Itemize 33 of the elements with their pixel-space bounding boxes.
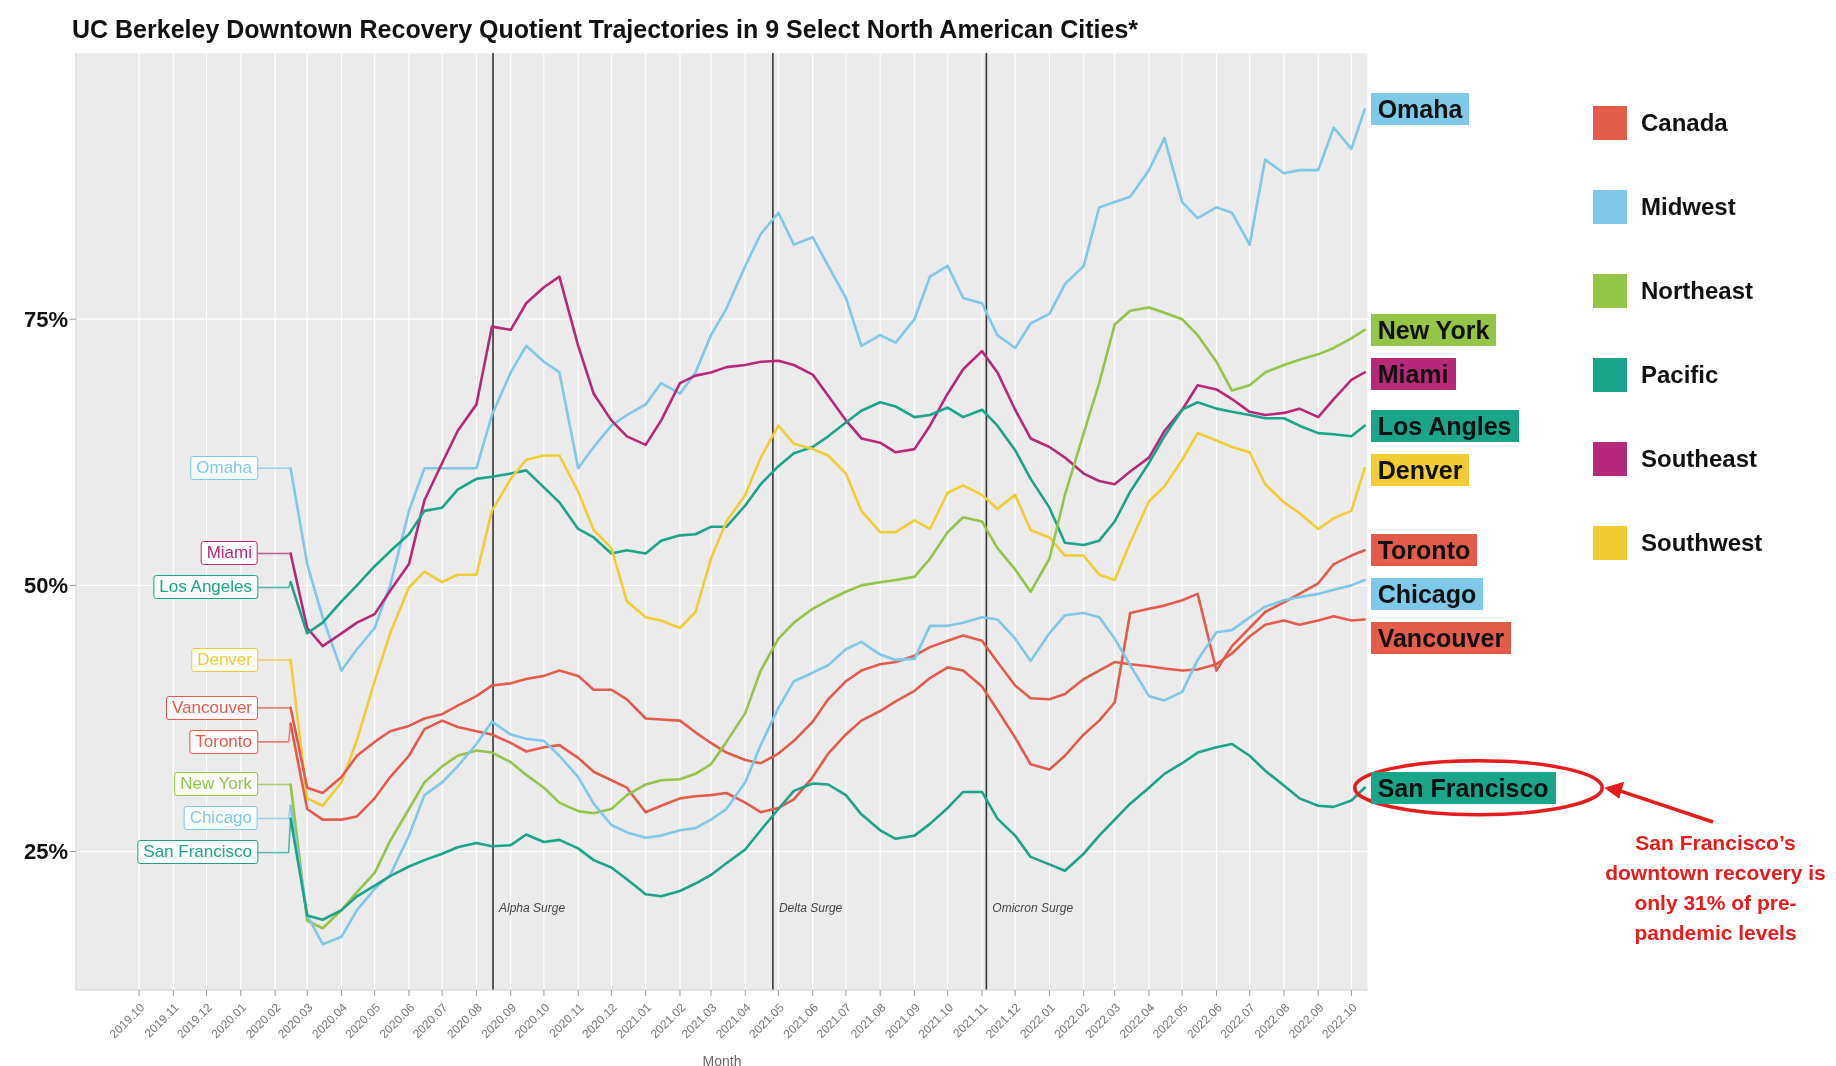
legend-label: Southwest [1641,529,1763,556]
annotation: Miami [1370,357,1456,390]
legend-label: Pacific [1641,361,1719,388]
annotation: Chicago [183,806,258,831]
annotation: Toronto [189,729,258,754]
chart-title: UC Berkeley Downtown Recovery Quotient Trajectories in 9 Select North American Cities* [72,15,1139,43]
y-tick-label: 75% [23,307,68,332]
annotation: Toronto [1370,534,1478,567]
y-tick-label: 50% [23,573,68,599]
annotation: Los Angeles [153,575,258,600]
legend-label: Canada [1641,109,1729,136]
ref-line-label: Omicron Surge [992,901,1074,915]
annotation: Los Angles [1370,409,1519,442]
ref-line-label: Delta Surge [778,901,843,915]
ref-line-label: Alpha Surge [498,901,566,915]
text: San Francisco’s downtown recovery is only 31% of pre-pandemic levels [1604,830,1827,946]
annotation: Omaha [1370,93,1470,126]
annotation: Chicago [1370,578,1484,611]
annotation: San Francisco [137,840,258,865]
annotation: Omaha [190,456,258,481]
annotation: New York [174,772,258,797]
legend-label: Southeast [1641,445,1758,472]
annotation: Denver [1370,453,1470,486]
x-axis-title: Month [702,1053,742,1066]
y-tick-label: 25% [23,839,68,865]
annotation: San Francisco [1370,771,1556,804]
annotation: New York [1370,313,1497,346]
annotation: Denver [191,647,258,672]
annotation: Miami [200,541,258,566]
annotation: Vancouver [165,695,258,720]
annotation: Vancouver [1370,622,1512,655]
legend-label: Midwest [1641,193,1736,220]
legend-label: Northeast [1641,277,1754,304]
